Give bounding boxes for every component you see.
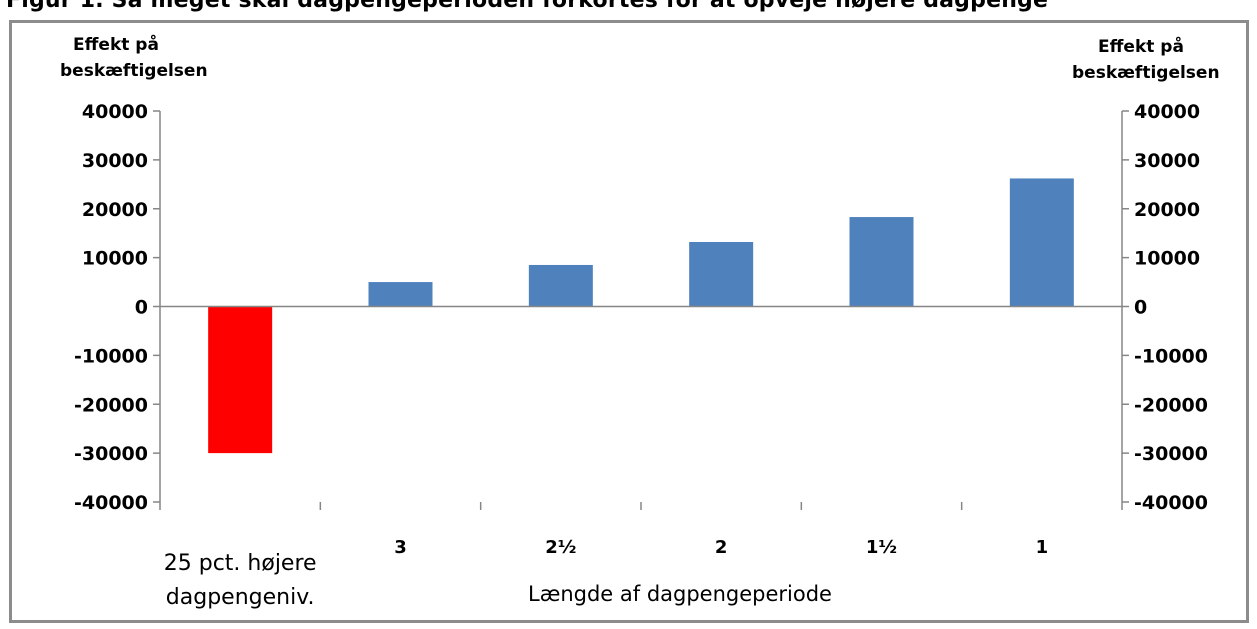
right-y-tick-label: 0 [1134, 297, 1147, 319]
x-tick-label: 2½ [545, 537, 576, 558]
left-y-tick-label: 30000 [82, 150, 148, 172]
right-axis-title: Effekt på beskæftigelsen [1072, 34, 1220, 86]
bar-6 [1009, 178, 1074, 307]
bar-4 [689, 241, 754, 307]
bar-3 [528, 264, 593, 307]
bar-2 [368, 282, 433, 307]
left-y-tick-label: -20000 [74, 394, 148, 416]
right-y-tick-label: -40000 [1134, 492, 1208, 514]
left-axis-title-line-1: Effekt på [73, 35, 159, 55]
x-tick-label: 3 [394, 537, 407, 558]
left-axis-title-line-2: beskæftigelsen [60, 61, 208, 81]
left-y-tick-label: 0 [135, 297, 148, 319]
left-y-tick-label: -10000 [74, 345, 148, 367]
left-y-tick-label: 20000 [82, 199, 148, 221]
right-y-tick-label: 40000 [1134, 101, 1200, 123]
left-y-tick-label: 40000 [82, 101, 148, 123]
left-y-tick-label: -30000 [74, 443, 148, 465]
x-tick-label-line: dagpengeniv. [166, 585, 315, 610]
right-y-tick-label: -20000 [1134, 394, 1208, 416]
x-axis-title: Længde af dagpengeperiode [528, 582, 832, 606]
left-y-tick-label: 10000 [82, 248, 148, 270]
right-y-tick-label: 10000 [1134, 248, 1200, 270]
chart-title: Figur 1. Så meget skal dagpengeperioden … [6, 0, 1049, 13]
left-y-tick-label: -40000 [74, 492, 148, 514]
x-tick-label: 2 [715, 537, 728, 558]
right-axis-title-line-2: beskæftigelsen [1072, 63, 1220, 83]
x-tick-label-line: 25 pct. højere [164, 551, 317, 576]
x-tick-label: 1 [1036, 537, 1049, 558]
x-tick-label: 1½ [866, 537, 897, 558]
chart-title-strip: Figur 1. Så meget skal dagpengeperioden … [0, 0, 1257, 16]
right-y-tick-label: 20000 [1134, 199, 1200, 221]
right-y-tick-label: 30000 [1134, 150, 1200, 172]
bar-1 [208, 306, 273, 454]
right-axis-title-line-1: Effekt på [1098, 37, 1184, 57]
right-y-tick-label: -10000 [1134, 345, 1208, 367]
right-y-tick-label: -30000 [1134, 443, 1208, 465]
bar-5 [849, 217, 914, 307]
left-axis-title: Effekt på beskæftigelsen [60, 32, 208, 84]
